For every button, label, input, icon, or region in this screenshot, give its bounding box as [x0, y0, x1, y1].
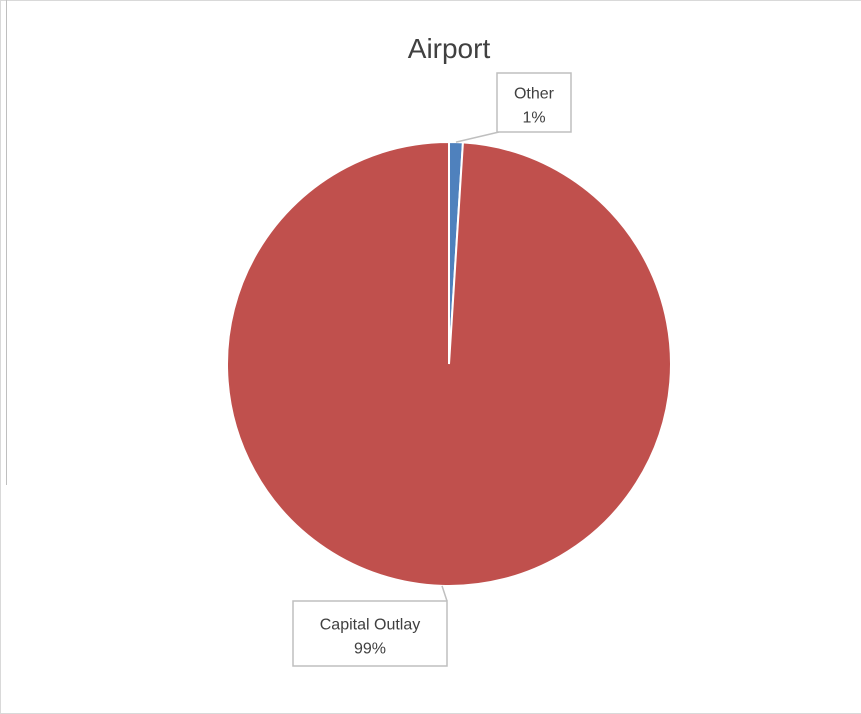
data-labels: Other 1% Capital Outlay 99% [292, 72, 572, 667]
data-label-capital-outlay: Capital Outlay 99% [292, 600, 448, 667]
leader-lines [441, 131, 500, 602]
data-label-box [496, 72, 572, 133]
left-edge-divider [0, 0, 7, 485]
chart-title: Airport [408, 33, 491, 64]
data-label-percent: 99% [354, 641, 386, 658]
pie-slice-capital-outlay [226, 140, 672, 587]
pie-slices [226, 140, 672, 587]
leader-line-capital-outlay [441, 585, 448, 602]
data-label-category: Other [514, 86, 555, 103]
data-label-box [292, 600, 448, 667]
data-label-percent: 1% [522, 110, 545, 127]
data-label-other: Other 1% [496, 72, 572, 133]
data-label-category: Capital Outlay [320, 617, 421, 634]
leader-line-other [455, 131, 500, 143]
